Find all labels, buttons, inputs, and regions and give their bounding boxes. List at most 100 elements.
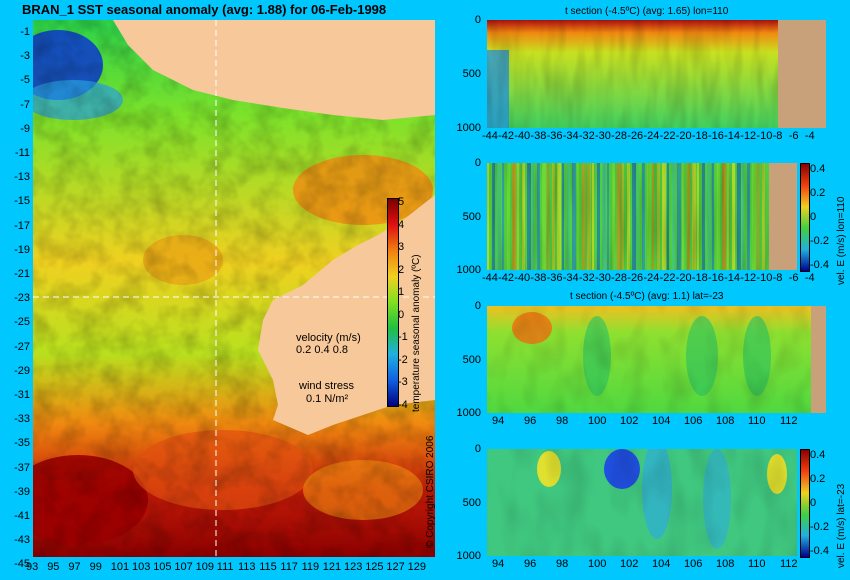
panel2-x-tick: -28 (611, 272, 628, 284)
panel2-x-tick: -22 (659, 272, 676, 284)
panel4-cbar-tick: 0.4 (810, 449, 826, 461)
colorbar-tick: 4 (398, 218, 405, 231)
lon-tick: 103 (132, 561, 151, 573)
lat-tick: -17 (14, 219, 30, 232)
panel1-x-tick: -30 (595, 130, 611, 142)
panel3-x-tick: 96 (524, 415, 537, 427)
lon-tick: 125 (365, 561, 384, 573)
panel2-x-tick: -42 (498, 272, 515, 284)
lat-tick: -39 (14, 485, 30, 498)
panel1-x-tick: -40 (514, 130, 531, 142)
panel3-x-tick: 108 (716, 415, 735, 427)
panel2-y-tick: 500 (462, 210, 481, 223)
panel4-y-tick: 1000 (456, 550, 481, 562)
lon-tick: 107 (174, 561, 193, 573)
panel3-y-tick: 500 (462, 353, 481, 366)
colorbar-tick: 0 (398, 308, 405, 321)
panel4-x-tick: 106 (684, 558, 703, 570)
panel4-x-tick: 102 (620, 558, 639, 570)
map-colorbar (387, 198, 399, 407)
panel4-y-tick: 0 (474, 443, 481, 455)
wind-stress-label: wind stress (299, 380, 355, 392)
panel1-x-tick: -42 (498, 130, 515, 142)
panel2-x-tick: -6 (788, 272, 799, 284)
panel3-land (811, 306, 826, 413)
panel2-cbar-tick: -0.4 (810, 259, 829, 271)
colorbar-tick: -1 (398, 331, 408, 343)
panel4-x-tick: 100 (588, 558, 607, 570)
panel4-colorbar (800, 449, 810, 558)
panel2-cbar-tick: 0.2 (810, 187, 826, 199)
colorbar-tick: -4 (398, 398, 408, 411)
panel2-x-tick: -4 (804, 272, 815, 284)
lat-tick: -27 (14, 340, 30, 353)
panel3-title: t section (-4.5ºC) (avg: 1.1) lat=-23 (570, 291, 724, 302)
panel1-x-tick: -32 (578, 130, 595, 142)
lat-tick: -15 (14, 195, 30, 208)
panel3-x-tick: 94 (492, 415, 505, 427)
panel1-x-tick: -38 (530, 130, 547, 142)
panel2-cbar-tick: -0.2 (810, 235, 829, 247)
panel2-x-tick: -30 (595, 272, 611, 284)
lat-tick: -25 (14, 316, 30, 329)
copyright-text: © Copyright CSIRO 2006 (425, 435, 436, 548)
panel2-x-tick: -34 (562, 272, 579, 284)
panel2-x-tick: -32 (578, 272, 595, 284)
panel4-x-tick: 104 (652, 558, 671, 570)
panel1-x-tick: -36 (546, 130, 563, 142)
panel3-x-tick: 104 (652, 415, 671, 427)
lon-tick: 109 (195, 561, 214, 573)
panel1-land (778, 20, 826, 128)
lon-tick: 93 (26, 561, 39, 573)
panel1-x-tick: -6 (788, 130, 799, 142)
panel4-x-tick: 108 (716, 558, 735, 570)
panel1-y-tick: 0 (474, 14, 481, 26)
colorbar-tick: 1 (398, 286, 405, 298)
panel2-x-tick: -14 (724, 272, 741, 284)
lon-tick: 113 (238, 561, 256, 573)
panel2-x-tick: -8 (772, 272, 783, 284)
lat-tick: -41 (14, 510, 30, 522)
panel1-x-tick: -4 (804, 130, 815, 142)
velocity-scale: 0.2 0.4 0.8 (296, 344, 348, 356)
panel3-y-tick: 0 (474, 300, 481, 312)
panel1-x-tick: -20 (675, 130, 692, 142)
panel4-cbar-tick: 0 (810, 497, 817, 509)
panel1-x-tick: -12 (740, 130, 757, 142)
lat-tick: -37 (14, 461, 30, 474)
panel2-x-tick: -12 (740, 272, 757, 284)
panel2-x-tick: -38 (530, 272, 547, 284)
panel2-x-tick: -44 (482, 272, 498, 284)
panel2-y-tick: 1000 (456, 264, 481, 276)
lon-tick: 99 (89, 561, 102, 573)
lon-tick: 97 (68, 561, 81, 573)
panel1-x-tick: -10 (756, 130, 773, 142)
panel4-cbar-tick: 0.2 (810, 473, 826, 485)
lat-tick: -5 (20, 74, 30, 87)
lat-tick: -3 (20, 50, 30, 63)
panel2-x-tick: -16 (708, 272, 724, 284)
panel4-x-tick: 112 (780, 558, 798, 570)
panel3-x-tick: 112 (780, 415, 798, 427)
lat-tick: -11 (14, 147, 30, 159)
panel2-colorbar (800, 163, 810, 272)
panel1-x-tick: -18 (691, 130, 708, 142)
panel1-x-tick: -34 (562, 130, 579, 142)
velocity-label: velocity (m/s) (296, 332, 361, 344)
panel3-x-tick: 98 (556, 415, 569, 427)
lat-tick: -19 (14, 243, 30, 256)
panel2-cbar-tick: 0.4 (810, 163, 826, 175)
lat-tick: -43 (14, 534, 30, 547)
panel2-x-tick: -18 (691, 272, 708, 284)
colorbar-tick: -2 (398, 353, 408, 366)
panel2-x-tick: -26 (627, 272, 644, 284)
panel1-y-tick: 1000 (456, 122, 481, 134)
panel4-x-tick: 98 (556, 558, 569, 570)
lat-tick: -45 (14, 558, 30, 571)
sst-anomaly-map (33, 20, 435, 557)
lon-tick: 121 (322, 561, 342, 573)
lon-tick: 129 (407, 561, 426, 573)
panel2-x-tick: -20 (675, 272, 692, 284)
panel3-t-section-lat23 (487, 306, 826, 413)
lat-tick: -21 (14, 268, 30, 280)
